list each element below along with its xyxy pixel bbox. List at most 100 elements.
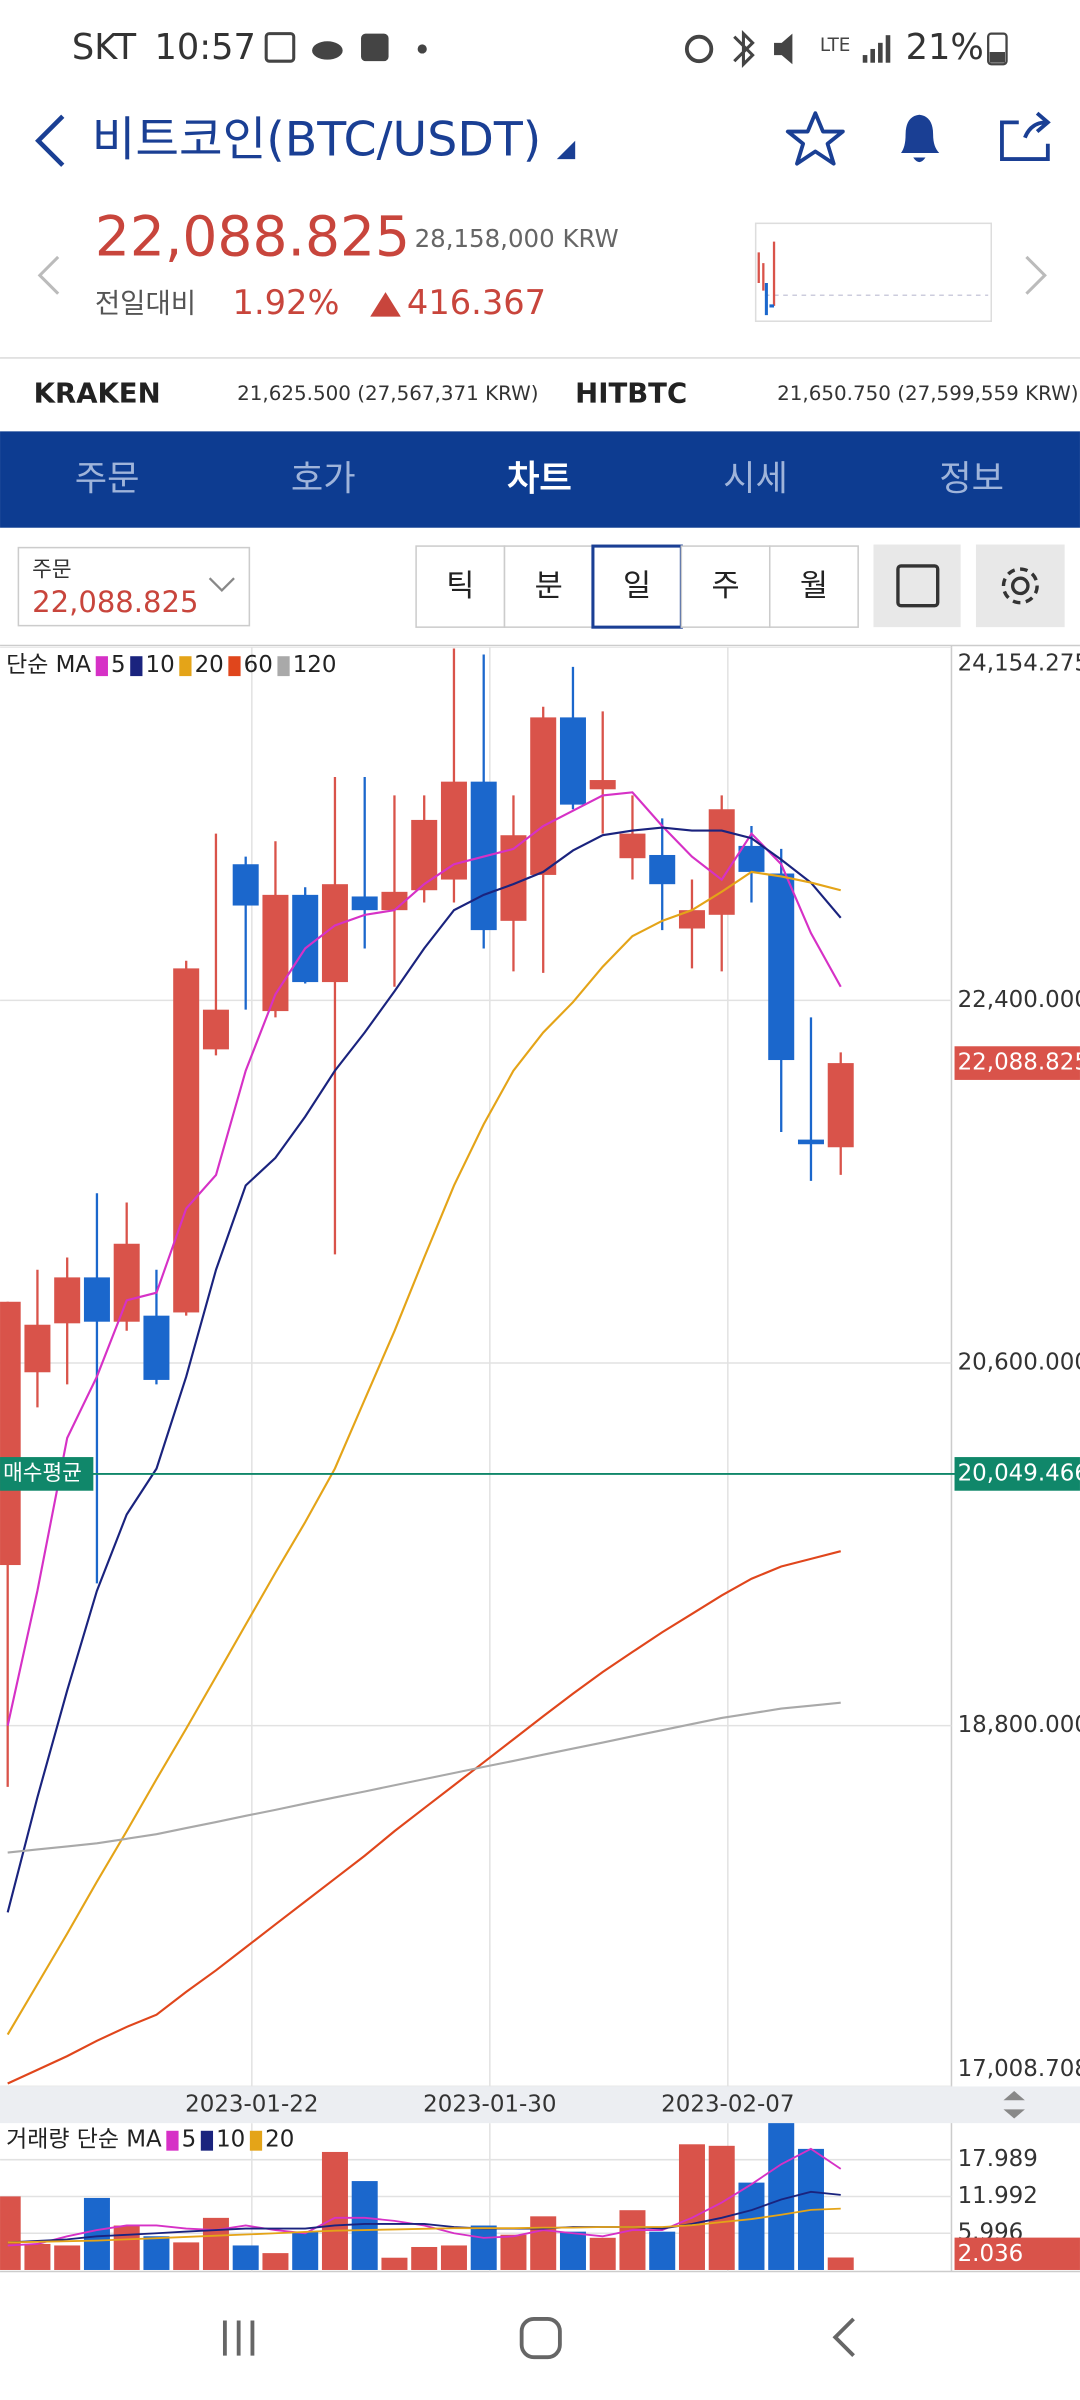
tab[interactable]: 호가: [291, 458, 356, 499]
legend-label: 10: [146, 652, 175, 678]
period-label: 월: [800, 569, 828, 604]
volume-bar: [559, 2231, 586, 2270]
current-price: 22,088.825: [958, 1050, 1080, 1076]
legend-swatch: [249, 2130, 263, 2151]
ma-line: [7, 1701, 841, 1854]
ma-line: [7, 2207, 841, 2244]
next-button[interactable]: [1025, 255, 1047, 295]
back-button[interactable]: [35, 114, 65, 167]
candle-body: [559, 717, 586, 805]
period-button[interactable]: [768, 545, 859, 628]
average-tag: [0, 1457, 94, 1491]
legend-swatch: [228, 656, 241, 677]
legend-swatch: [200, 2130, 214, 2151]
ma-line: [6, 870, 841, 2036]
back[interactable]: [832, 2317, 855, 2357]
mini-chart: [754, 222, 993, 322]
candle-body: [530, 717, 557, 875]
order-box[interactable]: [17, 546, 251, 627]
legend-title: 거래량 단순 MA: [6, 2126, 162, 2152]
candle-body: [678, 910, 705, 929]
period-label: 주: [711, 569, 739, 604]
change-abs: 416.367: [407, 283, 546, 322]
tab[interactable]: 차트: [507, 458, 572, 499]
prev-button[interactable]: [37, 255, 60, 295]
order-price: 22,088.825: [32, 585, 198, 619]
volume-bar: [24, 2243, 51, 2270]
alarm-button[interactable]: [900, 114, 940, 163]
exchange-price: 21,625.500 (27,567,371 KRW): [237, 382, 538, 405]
share-button[interactable]: [1000, 111, 1051, 161]
candle-body: [262, 894, 289, 1012]
candle-body: [589, 780, 616, 790]
current-volume: 2.036: [958, 2241, 1024, 2267]
candle-body: [827, 1063, 854, 1148]
average-label: 매수평균: [3, 1461, 82, 1486]
volume-bar: [470, 2225, 497, 2270]
candle-body: [0, 1301, 21, 1566]
candle-body: [232, 864, 259, 906]
tab[interactable]: 주문: [75, 458, 140, 499]
legend-label: 5: [111, 652, 126, 678]
price-krw: 28,158,000 KRW: [415, 224, 619, 253]
candle-body: [292, 894, 319, 983]
y-tick-label: 11.992: [958, 2183, 1038, 2209]
period-button[interactable]: [415, 545, 506, 628]
settings-button[interactable]: [975, 544, 1065, 628]
candle-body: [649, 854, 676, 885]
candle-body: [24, 1324, 51, 1373]
home[interactable]: [519, 2317, 562, 2360]
legend-swatch: [179, 656, 192, 677]
y-tick-label: 18,800.000: [958, 1712, 1080, 1738]
order-label: 주문: [32, 558, 71, 583]
volume-bar: [738, 2182, 765, 2270]
volume-bar: [411, 2246, 438, 2270]
title[interactable]: 비트코인(BTC/USDT): [92, 112, 541, 167]
candle-body: [113, 1243, 140, 1322]
average-value-tag: [954, 1457, 1080, 1491]
candle-body: [143, 1315, 170, 1380]
up-arrow: [370, 292, 401, 317]
y-tick-label: 17,008.708: [958, 2056, 1080, 2082]
recent-apps[interactable]: [222, 2320, 255, 2356]
ma-line: [7, 1550, 841, 2085]
tab[interactable]: 시세: [723, 458, 788, 499]
x-tick-label: 2023-02-07: [661, 2091, 794, 2117]
drawing-icon: [896, 564, 940, 608]
carrier: SKT: [72, 27, 137, 68]
period-button[interactable]: [680, 545, 771, 628]
period-button[interactable]: [503, 545, 594, 628]
legend-label: 120: [293, 652, 337, 678]
legend-label: 5: [182, 2126, 197, 2152]
volume-bar: [113, 2225, 140, 2270]
volume-bar: [262, 2253, 289, 2270]
average-value: 20,049.466: [958, 1460, 1080, 1486]
period-button[interactable]: [591, 544, 683, 629]
candle-body: [83, 1277, 110, 1322]
ma-line: [6, 826, 842, 1913]
volume-bar: [321, 2151, 348, 2270]
date-strip: [0, 2086, 1080, 2124]
ma-line: [6, 791, 842, 1726]
y-tick-label: 24,154.275: [958, 650, 1080, 676]
volume-bar: [500, 2234, 527, 2270]
volume-bar: [202, 2217, 229, 2270]
battery: 21%: [906, 27, 984, 68]
order-chevron[interactable]: [208, 577, 235, 593]
period-label: 일: [623, 569, 651, 604]
legend-swatch: [130, 656, 143, 677]
current-price-tag: [954, 1046, 1080, 1080]
tab-bar: [0, 431, 1080, 528]
favorite-button[interactable]: [785, 111, 845, 166]
dropdown-icon[interactable]: [556, 140, 576, 160]
y-tick-label: 17.989: [958, 2146, 1038, 2172]
svg-text:LTE: LTE: [820, 35, 851, 56]
nav-bar: [222, 2317, 855, 2360]
volume-bar: [83, 2197, 110, 2270]
volume-bar: [54, 2245, 81, 2270]
drawing-button[interactable]: [873, 544, 961, 628]
tab[interactable]: 정보: [939, 458, 1004, 499]
legend-label: 20: [265, 2126, 294, 2152]
exchange-name: KRAKEN: [34, 378, 161, 410]
